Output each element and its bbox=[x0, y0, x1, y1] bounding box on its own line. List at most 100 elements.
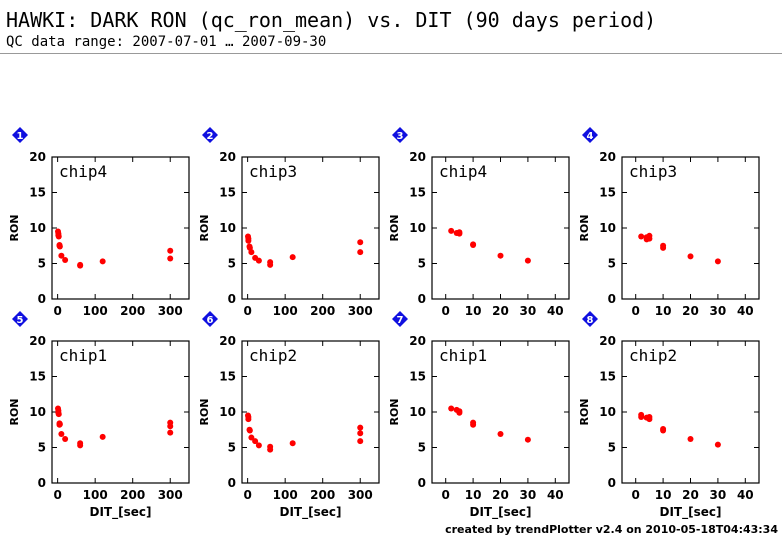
x-axis-label: DIT_[sec] bbox=[470, 505, 532, 520]
y-tick-label: 20 bbox=[29, 150, 46, 164]
x-tick-label: 20 bbox=[682, 488, 699, 502]
y-tick-label: 5 bbox=[418, 441, 426, 455]
data-point bbox=[58, 431, 65, 438]
x-tick-label: 10 bbox=[655, 304, 672, 318]
data-point bbox=[524, 257, 531, 264]
panel-badge-icon bbox=[392, 127, 408, 143]
data-point bbox=[357, 239, 364, 246]
x-tick-label: 20 bbox=[492, 304, 509, 318]
data-point bbox=[646, 235, 653, 242]
x-tick-label: 10 bbox=[465, 488, 482, 502]
y-tick-label: 5 bbox=[608, 257, 616, 271]
x-tick-label: 100 bbox=[83, 488, 108, 502]
y-axis-label: RON bbox=[388, 214, 401, 241]
y-axis-label: RON bbox=[198, 214, 211, 241]
y-tick-label: 10 bbox=[219, 221, 236, 235]
y-tick-label: 0 bbox=[228, 292, 236, 306]
data-point bbox=[660, 427, 667, 434]
x-tick-label: 30 bbox=[520, 488, 537, 502]
x-tick-label: 40 bbox=[547, 488, 564, 502]
x-tick-label: 10 bbox=[465, 304, 482, 318]
data-point bbox=[357, 430, 364, 437]
y-axis-label: RON bbox=[578, 214, 591, 241]
y-axis-label: RON bbox=[198, 398, 211, 425]
y-tick-label: 0 bbox=[608, 476, 616, 490]
panel-badge-icon bbox=[582, 127, 598, 143]
data-point bbox=[638, 233, 645, 240]
y-tick-label: 20 bbox=[599, 334, 616, 348]
data-point bbox=[246, 427, 253, 434]
data-point bbox=[55, 233, 62, 240]
data-point bbox=[267, 446, 274, 453]
chip-label: chip3 bbox=[629, 162, 677, 181]
data-point bbox=[167, 423, 174, 430]
y-tick-label: 10 bbox=[219, 405, 236, 419]
y-tick-label: 0 bbox=[608, 292, 616, 306]
data-point bbox=[448, 227, 455, 234]
y-tick-label: 20 bbox=[409, 334, 426, 348]
panel-badge-number: 7 bbox=[397, 315, 404, 326]
x-tick-label: 200 bbox=[120, 488, 145, 502]
data-point bbox=[714, 441, 721, 448]
data-point bbox=[252, 438, 259, 445]
y-tick-label: 10 bbox=[29, 405, 46, 419]
data-point bbox=[714, 258, 721, 265]
data-point bbox=[245, 416, 252, 423]
chip-label: chip1 bbox=[439, 346, 487, 365]
data-point bbox=[456, 409, 463, 416]
x-axis-label: DIT_[sec] bbox=[90, 505, 152, 520]
data-point bbox=[99, 433, 106, 440]
data-point bbox=[660, 244, 667, 251]
data-point bbox=[62, 435, 69, 442]
y-tick-label: 5 bbox=[418, 257, 426, 271]
y-tick-label: 15 bbox=[219, 370, 236, 384]
y-tick-label: 5 bbox=[608, 441, 616, 455]
data-point bbox=[167, 429, 174, 436]
panel-badge-icon bbox=[392, 311, 408, 327]
header-divider bbox=[0, 53, 782, 54]
data-point bbox=[638, 413, 645, 420]
data-point bbox=[289, 440, 296, 447]
x-tick-label: 100 bbox=[273, 488, 298, 502]
chip-label: chip4 bbox=[439, 162, 487, 181]
data-point bbox=[267, 261, 274, 268]
data-point bbox=[167, 255, 174, 262]
y-tick-label: 5 bbox=[228, 441, 236, 455]
y-axis-label: RON bbox=[388, 398, 401, 425]
data-point bbox=[58, 252, 65, 259]
panel-badge-number: 1 bbox=[17, 131, 24, 142]
x-tick-label: 30 bbox=[520, 304, 537, 318]
x-tick-label: 100 bbox=[273, 304, 298, 318]
panel-badge-number: 4 bbox=[587, 131, 594, 142]
x-tick-label: 0 bbox=[53, 488, 61, 502]
data-point bbox=[77, 442, 84, 449]
x-tick-label: 30 bbox=[710, 488, 727, 502]
data-point bbox=[255, 442, 262, 449]
x-tick-label: 300 bbox=[158, 488, 183, 502]
y-axis-label: RON bbox=[8, 214, 21, 241]
x-tick-label: 0 bbox=[632, 488, 640, 502]
y-tick-label: 20 bbox=[219, 334, 236, 348]
chip-label: chip1 bbox=[59, 346, 107, 365]
panel-badge-number: 8 bbox=[587, 315, 594, 326]
x-tick-label: 0 bbox=[442, 304, 450, 318]
panel-badge-icon bbox=[12, 311, 28, 327]
y-tick-label: 20 bbox=[219, 150, 236, 164]
y-tick-label: 5 bbox=[38, 257, 46, 271]
y-tick-label: 10 bbox=[409, 405, 426, 419]
y-tick-label: 20 bbox=[409, 150, 426, 164]
data-point bbox=[56, 421, 63, 428]
y-tick-label: 20 bbox=[29, 334, 46, 348]
x-tick-label: 300 bbox=[348, 304, 373, 318]
panel-badge-icon bbox=[202, 127, 218, 143]
chip-label: chip2 bbox=[249, 346, 297, 365]
y-tick-label: 0 bbox=[38, 292, 46, 306]
data-point bbox=[77, 262, 84, 269]
footer-credit: created by trendPlotter v2.4 on 2010-05-… bbox=[445, 523, 778, 536]
x-tick-label: 20 bbox=[682, 304, 699, 318]
